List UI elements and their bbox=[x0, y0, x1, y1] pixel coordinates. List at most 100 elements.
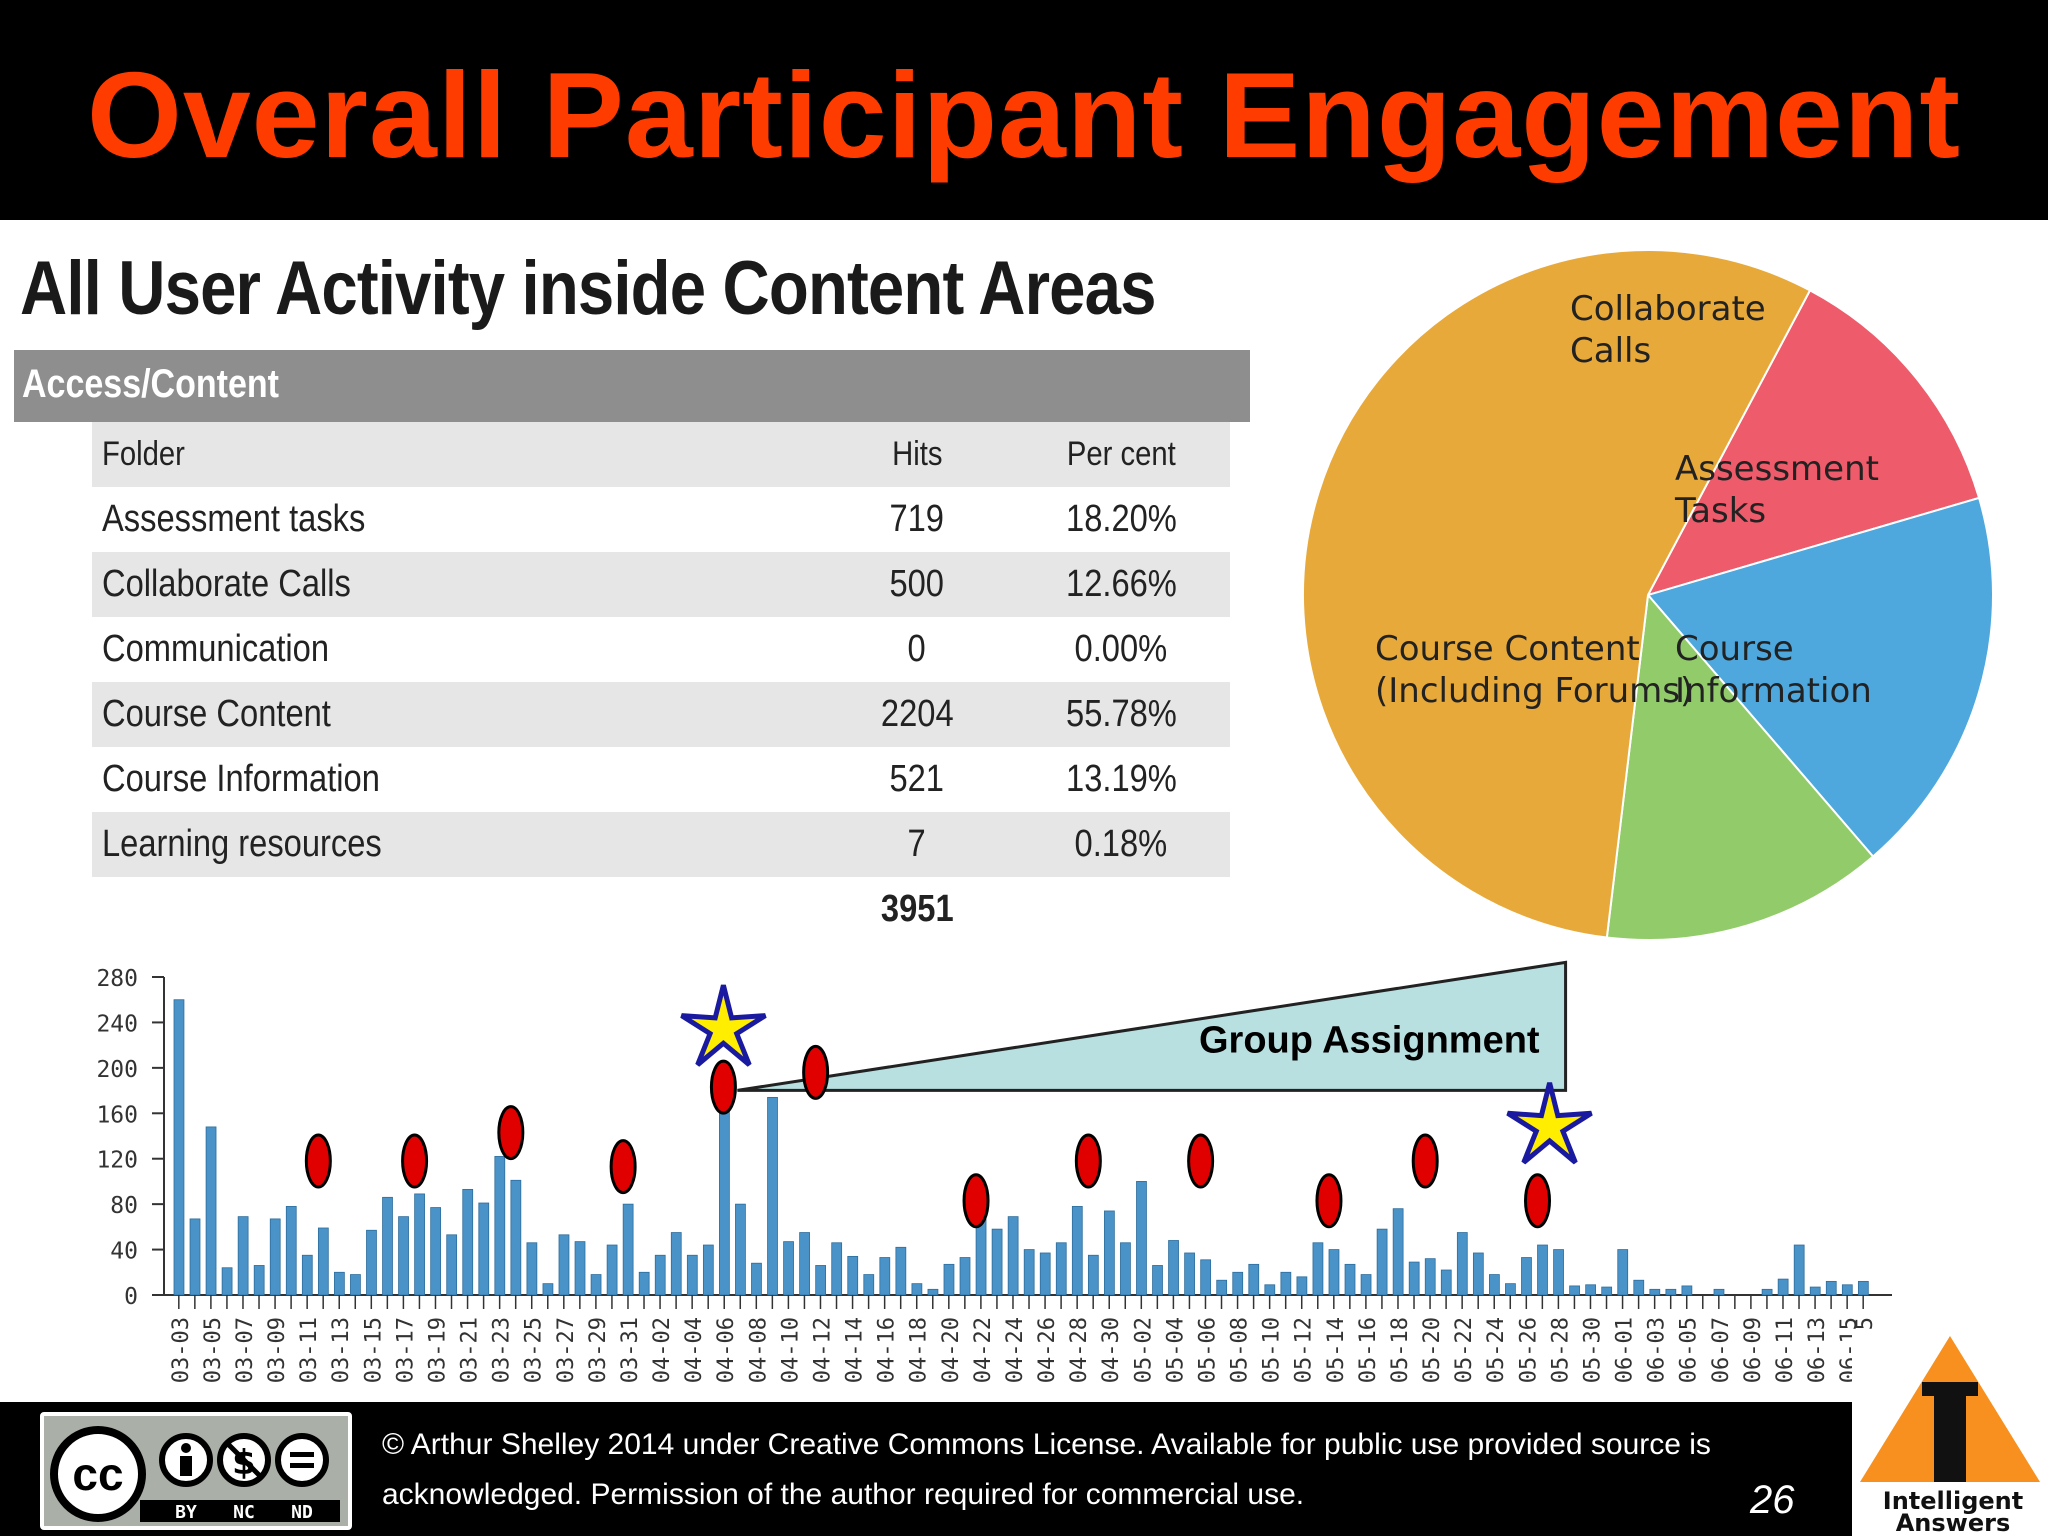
bar bbox=[398, 1216, 409, 1296]
bar bbox=[975, 1218, 987, 1296]
event-marker bbox=[962, 1173, 990, 1229]
bar bbox=[686, 1254, 698, 1296]
cc-license-badge: cc $ BY NC ND bbox=[40, 1412, 352, 1530]
x-tick-label: 05-08 bbox=[1228, 1317, 1253, 1383]
bar bbox=[1344, 1263, 1356, 1296]
row-hits: 500 bbox=[822, 552, 1012, 617]
x-tick-label: 04-30 bbox=[1099, 1317, 1124, 1383]
table-total-row: 3951 bbox=[92, 877, 1230, 942]
bar bbox=[1280, 1271, 1292, 1296]
row-hits: 0 bbox=[907, 628, 927, 670]
bar bbox=[430, 1207, 442, 1296]
chart-subtitle: All User Activity inside Content Areas bbox=[20, 246, 1156, 331]
bar bbox=[735, 1203, 746, 1296]
x-tick-label: 03-13 bbox=[329, 1317, 354, 1383]
x-tick-label: 05-18 bbox=[1388, 1317, 1413, 1383]
bar bbox=[494, 1156, 506, 1296]
bar bbox=[253, 1265, 265, 1296]
section-header: Access/Content bbox=[14, 350, 1250, 422]
bar bbox=[1328, 1249, 1340, 1296]
x-tick-label: 03-03 bbox=[169, 1317, 194, 1383]
bar bbox=[1777, 1278, 1789, 1296]
group-assignment-wedge bbox=[737, 960, 1568, 1092]
nd-icon bbox=[275, 1433, 329, 1487]
bar bbox=[911, 1283, 923, 1296]
y-tick-label: 80 bbox=[110, 1193, 138, 1219]
row-percent: 18.20% bbox=[1065, 498, 1177, 540]
row-percent: 0.18% bbox=[1012, 812, 1230, 877]
bar bbox=[1216, 1279, 1228, 1296]
pie-slice-label: Assessment Tasks bbox=[1674, 449, 1879, 531]
bar bbox=[189, 1218, 201, 1296]
x-tick-label: 05-14 bbox=[1324, 1317, 1349, 1383]
bar bbox=[895, 1246, 907, 1296]
y-tick-label: 280 bbox=[96, 966, 138, 992]
bar bbox=[1039, 1252, 1051, 1296]
bar bbox=[574, 1241, 586, 1296]
row-percent: 13.19% bbox=[1065, 758, 1177, 800]
x-tick-label: 03-21 bbox=[458, 1317, 483, 1383]
svg-text:BY: BY bbox=[175, 1502, 197, 1523]
table-row: Learning resources 7 0.18% bbox=[92, 812, 1230, 877]
y-tick-label: 40 bbox=[110, 1239, 138, 1265]
milestone-star-icon bbox=[1506, 1082, 1593, 1165]
row-folder: Assessment tasks bbox=[102, 498, 366, 540]
x-tick-label: 06-11 bbox=[1773, 1317, 1798, 1383]
bar bbox=[1087, 1254, 1099, 1296]
x-tick-label: 05-24 bbox=[1484, 1317, 1509, 1383]
event-marker bbox=[401, 1133, 429, 1189]
bar bbox=[1569, 1285, 1580, 1296]
bar bbox=[350, 1274, 361, 1296]
bar bbox=[334, 1271, 345, 1296]
x-tick-label: 04-08 bbox=[746, 1317, 771, 1383]
row-hits: 521 bbox=[889, 758, 945, 800]
bar bbox=[1408, 1261, 1420, 1296]
header-hits: Hits bbox=[822, 422, 1012, 487]
bar bbox=[1472, 1252, 1484, 1296]
total-hits: 3951 bbox=[880, 888, 954, 930]
bar bbox=[702, 1244, 714, 1296]
x-tick-label: 03-25 bbox=[522, 1317, 547, 1383]
bar bbox=[1825, 1280, 1837, 1296]
bar bbox=[719, 1104, 730, 1296]
copyright-line: © Arthur Shelley 2014 under Creative Com… bbox=[382, 1428, 1711, 1461]
group-assignment-label: Group Assignment bbox=[1199, 1019, 1540, 1061]
x-tick-label: 03-09 bbox=[265, 1317, 290, 1383]
bar bbox=[1248, 1263, 1260, 1296]
bar bbox=[1537, 1244, 1548, 1296]
activity-table: Folder Hits Per cent Assessment tasks 71… bbox=[92, 422, 1230, 942]
x-tick-label: 04-22 bbox=[971, 1317, 996, 1383]
bar bbox=[1376, 1228, 1388, 1296]
bar bbox=[1424, 1258, 1436, 1296]
x-tick-label: 04-16 bbox=[875, 1317, 900, 1383]
pie-slice bbox=[1646, 496, 1994, 858]
bar bbox=[558, 1234, 570, 1296]
row-percent: 55.78% bbox=[1012, 682, 1230, 747]
bar bbox=[1713, 1288, 1725, 1296]
bar bbox=[927, 1288, 939, 1296]
x-tick-label: 03-19 bbox=[425, 1317, 450, 1383]
x-tick-label: 05-02 bbox=[1131, 1317, 1156, 1383]
x-tick-label: 04-12 bbox=[810, 1317, 835, 1383]
copyright-notice: © Arthur Shelley 2014 under Creative Com… bbox=[382, 1420, 1711, 1520]
x-tick-label: 04-26 bbox=[1035, 1317, 1060, 1383]
bar bbox=[269, 1218, 281, 1296]
x-tick-label: 05-06 bbox=[1195, 1317, 1220, 1383]
row-folder: Collaborate Calls bbox=[92, 552, 822, 617]
pie-slice-label: Collaborate Calls bbox=[1570, 289, 1766, 371]
x-tick-label: 06-07 bbox=[1709, 1317, 1734, 1383]
title-bar: Overall Participant Engagement bbox=[0, 0, 2048, 220]
x-tick-label: 04-04 bbox=[682, 1317, 707, 1383]
section-label: Access/Content bbox=[22, 362, 279, 406]
bar bbox=[1633, 1279, 1645, 1296]
bar bbox=[751, 1262, 762, 1296]
bar bbox=[1104, 1210, 1115, 1296]
x-tick-label: 04-18 bbox=[907, 1317, 932, 1383]
x-tick-label: 04-10 bbox=[778, 1317, 803, 1383]
x-tick-label: 05-10 bbox=[1260, 1317, 1285, 1383]
table-row: Assessment tasks 719 18.20% bbox=[92, 487, 1230, 552]
y-tick-label: 160 bbox=[96, 1102, 138, 1128]
bar bbox=[622, 1203, 634, 1296]
table-row: Communication 0 0.00% bbox=[92, 617, 1230, 682]
milestone-star-icon bbox=[680, 984, 767, 1067]
